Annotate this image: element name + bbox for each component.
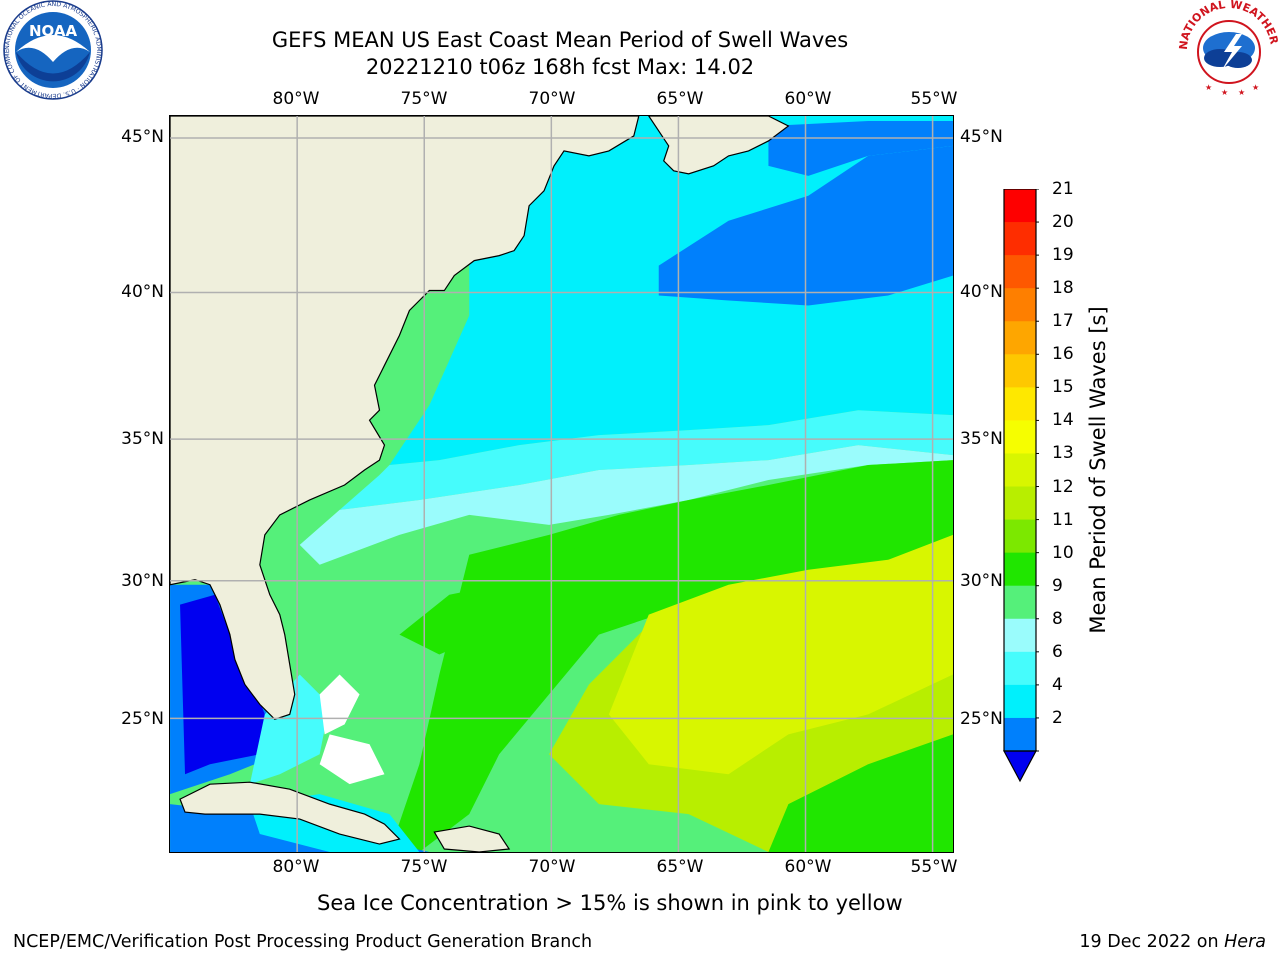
- ocean-band-6-8: [339, 410, 953, 510]
- noaa-logo: NATIONAL OCEANIC AND ATMOSPHERIC ADMINIS…: [2, 0, 103, 100]
- svg-text:★: ★: [1238, 88, 1245, 97]
- lat-label-right-35: 35°N: [960, 429, 1003, 449]
- nova-scotia-land: [648, 116, 790, 175]
- colorbar-label: 19: [1052, 245, 1074, 266]
- colorbar-label: 8: [1052, 608, 1063, 629]
- lon-label-top-70: 70°W: [528, 89, 576, 109]
- colorbar-label: 17: [1052, 311, 1074, 332]
- svg-text:★: ★: [1252, 83, 1259, 92]
- colorbar-segment: [1004, 486, 1036, 521]
- colorbar-label: 13: [1052, 443, 1074, 464]
- footer-date: 19 Dec 2022 on Hera: [1079, 932, 1266, 952]
- colorbar-label: 16: [1052, 344, 1074, 365]
- colorbar-segment: [1004, 189, 1036, 223]
- florida-strait-band-6-8: [249, 674, 330, 785]
- ocean-band-10-11-gulfstream: [399, 544, 589, 655]
- colorbar-segment: [1004, 684, 1036, 719]
- colorbar-segment: [1004, 420, 1036, 454]
- ocean-band-8-9: [299, 445, 953, 565]
- swell-period-map: [169, 115, 954, 853]
- lat-label-left-35: 35°N: [121, 429, 164, 449]
- colorbar-segment: [1004, 585, 1036, 620]
- lon-label-bottom-70: 70°W: [528, 857, 576, 877]
- lon-label-top-55: 55°W: [910, 89, 958, 109]
- colorbar-label: 14: [1052, 410, 1074, 431]
- colorbar-label: 9: [1052, 575, 1063, 596]
- ocean-band-10-11-south: [768, 734, 953, 852]
- nws-logo: NATIONAL WEATHER SERVICE ★ ★ ★ ★: [1178, 0, 1280, 98]
- colorbar: [1003, 189, 1039, 783]
- lon-label-bottom-65: 65°W: [656, 857, 704, 877]
- noaa-logo-text: NOAA: [29, 22, 78, 40]
- colorbar-segment: [1004, 288, 1036, 322]
- lon-label-bottom-55: 55°W: [910, 857, 958, 877]
- lat-label-right-45: 45°N: [960, 127, 1003, 147]
- lon-label-top-60: 60°W: [784, 89, 832, 109]
- footer-date-text: 19 Dec 2022 on: [1079, 932, 1225, 952]
- lat-label-left-30: 30°N: [121, 571, 164, 591]
- ocean-band-12-13: [608, 534, 953, 775]
- colorbar-segment: [1004, 552, 1036, 587]
- colorbar-segment: [1004, 717, 1036, 752]
- footer-host: Hera: [1224, 932, 1266, 952]
- colorbar-extend-arrow: [1003, 750, 1037, 783]
- lat-label-right-25: 25°N: [960, 709, 1003, 729]
- colorbar-label: 11: [1052, 509, 1074, 530]
- lon-label-top-80: 80°W: [272, 89, 320, 109]
- hispaniola-land: [433, 825, 511, 852]
- chart-title: GEFS MEAN US East Coast Mean Period of S…: [271, 28, 849, 52]
- gulf-band-below-2: [180, 594, 265, 775]
- footer-credit: NCEP/EMC/Verification Post Processing Pr…: [13, 932, 593, 952]
- lon-label-bottom-60: 60°W: [784, 857, 832, 877]
- colorbar-segment: [1004, 651, 1036, 686]
- colorbar-label: 12: [1052, 476, 1074, 497]
- lat-label-right-30: 30°N: [960, 571, 1003, 591]
- cuba-land: [179, 781, 401, 845]
- lat-label-left-45: 45°N: [121, 127, 164, 147]
- chart-subtitle: 20221210 t06z 168h fcst Max: 14.02: [365, 55, 755, 79]
- colorbar-label: 18: [1052, 278, 1074, 299]
- colorbar-label: 10: [1052, 542, 1074, 563]
- colorbar-segment: [1004, 453, 1036, 488]
- graticule: [170, 116, 953, 852]
- north-america-land: [170, 116, 640, 721]
- colorbar-frame: [1003, 189, 1037, 752]
- colorbar-segment: [1004, 321, 1036, 355]
- colorbar-segment: [1004, 618, 1036, 653]
- lon-label-top-75: 75°W: [400, 89, 448, 109]
- colorbar-label: 21: [1052, 179, 1074, 199]
- bahamas-shallow-white: [319, 674, 385, 785]
- colorbar-segment: [1004, 519, 1036, 554]
- colorbar-label: 6: [1052, 641, 1063, 662]
- lon-label-bottom-80: 80°W: [272, 857, 320, 877]
- svg-text:★: ★: [1221, 88, 1228, 97]
- colorbar-label: 2: [1052, 707, 1063, 728]
- colorbar-segment: [1004, 222, 1036, 256]
- sea-ice-note: Sea Ice Concentration > 15% is shown in …: [317, 891, 903, 915]
- colorbar-label: 15: [1052, 377, 1074, 398]
- colorbar-title: Mean Period of Swell Waves [s]: [1086, 306, 1110, 634]
- colorbar-segment: [1004, 354, 1036, 388]
- svg-text:★: ★: [1205, 83, 1212, 92]
- lon-label-bottom-75: 75°W: [400, 857, 448, 877]
- colorbar-segment: [1004, 255, 1036, 289]
- lat-label-right-40: 40°N: [960, 282, 1003, 302]
- ocean-band-2-4-upper: [768, 120, 953, 176]
- colorbar-segment: [1004, 387, 1036, 421]
- colorbar-label: 4: [1052, 674, 1063, 695]
- lat-label-left-25: 25°N: [121, 709, 164, 729]
- lon-label-top-65: 65°W: [656, 89, 704, 109]
- lat-label-left-40: 40°N: [121, 282, 164, 302]
- colorbar-label: 20: [1052, 212, 1074, 233]
- ocean-band-10-11: [389, 460, 953, 852]
